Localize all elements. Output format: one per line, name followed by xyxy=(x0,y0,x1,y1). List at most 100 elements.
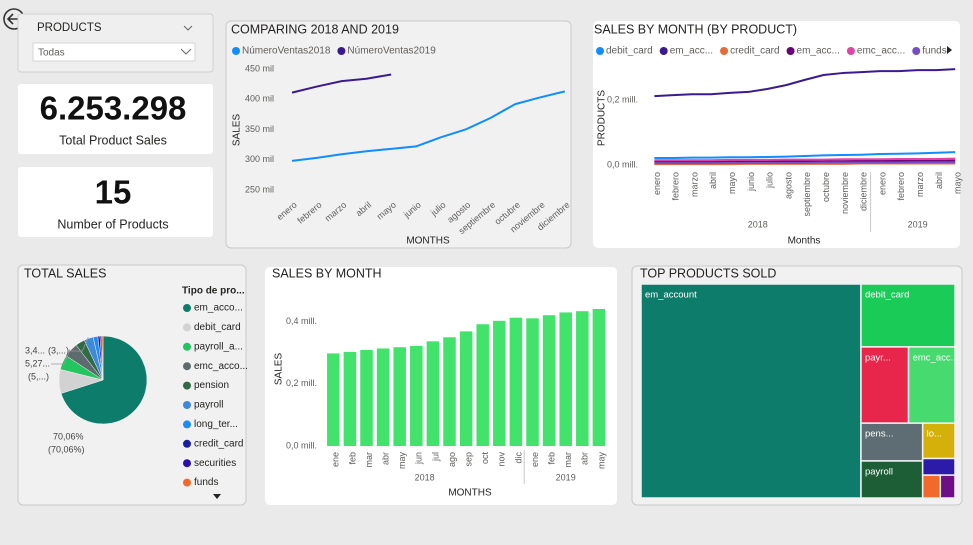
y-tick-label: 300 mil xyxy=(245,154,274,164)
y-tick-label: 250 mil xyxy=(245,184,274,194)
legend-label: pension xyxy=(194,380,229,391)
legend-marker xyxy=(659,47,668,55)
x-tick-label: oct xyxy=(480,452,490,465)
x-group-label: 2018 xyxy=(415,472,435,482)
legend-marker xyxy=(786,47,795,55)
treemap-tile xyxy=(860,283,956,348)
bar xyxy=(592,309,606,446)
y-axis-label: SALES xyxy=(274,353,285,386)
x-tick-label: abril xyxy=(708,172,718,189)
tile-label: em_account xyxy=(645,290,697,301)
data-label: 70,06% xyxy=(53,431,84,441)
x-tick-label: agosto xyxy=(783,172,793,199)
dropdown-chevron[interactable] xyxy=(180,48,192,55)
legend-marker xyxy=(912,47,921,55)
legend-label: emc_acc... xyxy=(857,46,905,57)
x-tick-label: julio xyxy=(765,172,775,189)
legend-marker xyxy=(232,47,240,55)
tile-label: payr... xyxy=(865,352,891,363)
tile-label: lo... xyxy=(927,429,942,440)
y-tick-label: 400 mil xyxy=(245,94,274,104)
pie-slice xyxy=(60,335,148,425)
line-series xyxy=(654,151,956,159)
chart-title: TOTAL SALES xyxy=(24,266,106,280)
x-tick-label: ene xyxy=(530,452,540,467)
x-tick-label: dic xyxy=(513,452,523,464)
x-tick-label: abril xyxy=(934,172,944,189)
legend-marker xyxy=(596,47,604,55)
legend-marker xyxy=(183,439,191,448)
x-tick-label: abr xyxy=(380,452,390,465)
tile-label: pens... xyxy=(865,429,894,440)
card-panel xyxy=(18,167,213,237)
treemap-tile xyxy=(921,422,956,460)
legend-marker xyxy=(183,420,191,429)
back-arrow[interactable] xyxy=(6,13,19,25)
tile-label: debit_card xyxy=(865,290,909,301)
slicer-collapse[interactable] xyxy=(183,25,193,31)
legend-label: payroll_a... xyxy=(194,341,243,352)
bar xyxy=(360,350,373,446)
legend-label: em_acc... xyxy=(670,46,713,57)
x-axis-label: MONTHS xyxy=(406,236,450,247)
bar xyxy=(443,337,456,446)
x-tick-label: marzo xyxy=(915,172,925,197)
x-tick-label: octubre xyxy=(821,172,831,202)
y-tick-label: 450 mil xyxy=(245,63,274,73)
legend-label: NúmeroVentas2019 xyxy=(347,46,436,57)
legend-label: payroll xyxy=(194,400,223,411)
data-label: (5,...) xyxy=(28,371,49,381)
legend-marker xyxy=(846,47,855,55)
legend-marker xyxy=(720,47,729,55)
x-tick-label: mar xyxy=(364,452,374,468)
x-tick-label: febrero xyxy=(671,172,681,201)
chart-title: COMPARING 2018 AND 2019 xyxy=(231,22,399,36)
x-tick-label: nov xyxy=(497,452,507,467)
x-tick-label: febrero xyxy=(896,172,906,201)
treemap-tile xyxy=(860,346,910,424)
card-value: 15 xyxy=(95,174,132,211)
legend-label: em_acco... xyxy=(194,303,243,314)
x-tick-label: feb xyxy=(347,452,357,465)
slicer-selected[interactable]: Todas xyxy=(38,48,65,59)
legend-scroll[interactable] xyxy=(947,46,952,54)
bar xyxy=(559,312,572,446)
legend-label: em_acc... xyxy=(797,46,840,57)
x-axis-label: MONTHS xyxy=(448,488,492,499)
y-tick-label: 0,2 mill. xyxy=(286,378,317,388)
legend-label: emc_acco... xyxy=(194,361,248,372)
legend-label: credit_card xyxy=(194,438,243,449)
chart-panel xyxy=(225,20,572,249)
x-tick-label: ene xyxy=(331,452,341,467)
treemap-tile xyxy=(921,474,942,499)
legend-scroll[interactable] xyxy=(213,494,221,499)
bar xyxy=(476,324,489,446)
y-axis-label: PRODUCTS xyxy=(597,90,608,146)
legend-marker xyxy=(183,323,191,332)
x-tick-label: ago xyxy=(447,452,457,467)
slicer-dropdown[interactable] xyxy=(32,42,196,62)
line-series xyxy=(654,157,956,162)
card-panel xyxy=(18,84,213,154)
x-group-label: 2019 xyxy=(556,472,576,482)
bar xyxy=(493,320,506,446)
legend-label: credit_card xyxy=(730,46,779,57)
legend-label: funds xyxy=(194,477,218,488)
legend-label: debit_card xyxy=(194,322,241,333)
line-series xyxy=(291,73,392,94)
slicer-title: PRODUCTS xyxy=(37,22,102,34)
pie-slice xyxy=(101,335,104,381)
x-group-label: 2018 xyxy=(748,219,768,229)
data-label: 5,27... xyxy=(25,358,50,368)
x-tick-label: enero xyxy=(652,172,662,195)
data-label: (3,...) xyxy=(48,345,69,355)
legend-marker xyxy=(183,304,191,312)
legend-label: NúmeroVentas2018 xyxy=(242,46,331,57)
y-tick-label: 0,4 mill. xyxy=(286,316,317,326)
x-tick-label: may xyxy=(397,452,407,470)
x-tick-label: mayo xyxy=(727,172,737,194)
x-axis-label: Months xyxy=(788,236,821,247)
chart-title: TOP PRODUCTS SOLD xyxy=(640,266,776,280)
